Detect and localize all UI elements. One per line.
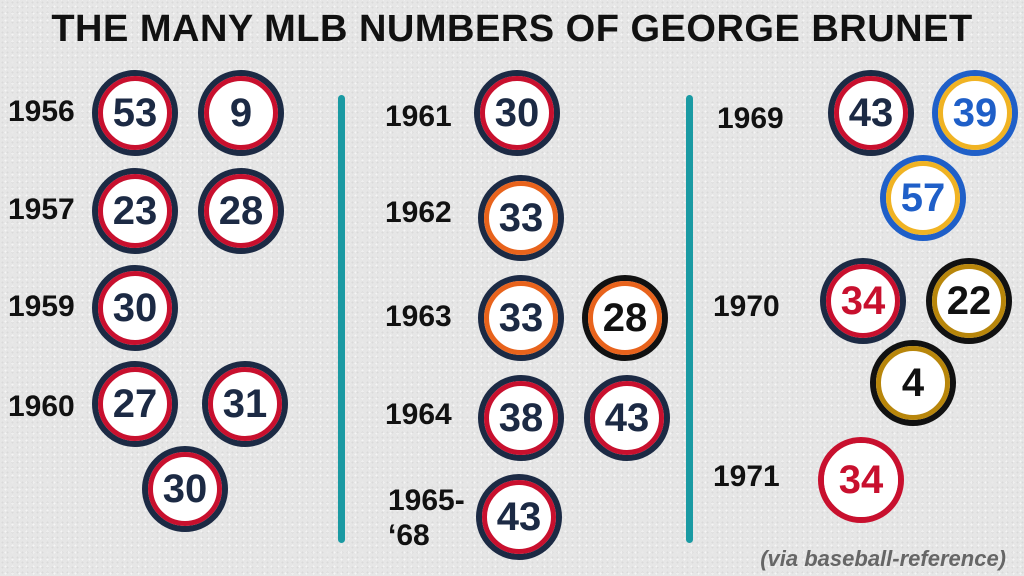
jersey-badge-1964-43: 43 [584, 375, 670, 461]
year-label-1969: 1969 [717, 102, 784, 135]
year-label-1960: 1960 [8, 390, 75, 423]
jersey-badge-1970-4: 4 [870, 340, 956, 426]
jersey-badge-1961-30: 30 [474, 70, 560, 156]
column-divider-left [338, 95, 345, 543]
column-divider-right [686, 95, 693, 543]
year-label-1962: 1962 [385, 196, 452, 229]
jersey-badge-1960-31: 31 [202, 361, 288, 447]
jersey-badge-1970-34: 34 [820, 258, 906, 344]
jersey-badge-1957-23: 23 [92, 168, 178, 254]
year-label-1956: 1956 [8, 95, 75, 128]
year-label-1957: 1957 [8, 193, 75, 226]
year-label-1971: 1971 [713, 460, 780, 493]
jersey-badge-1969-57: 57 [880, 155, 966, 241]
year-label-1959: 1959 [8, 290, 75, 323]
jersey-badge-1971-34: 34 [818, 437, 904, 523]
jersey-badge-1963-28: 28 [582, 275, 668, 361]
jersey-badge-1960-30: 30 [142, 446, 228, 532]
page-title: THE MANY MLB NUMBERS OF GEORGE BRUNET [51, 8, 973, 50]
jersey-badge-1965-68-43: 43 [476, 474, 562, 560]
year-label-1963: 1963 [385, 300, 452, 333]
jersey-badge-1957-28: 28 [198, 168, 284, 254]
year-label-1970: 1970 [713, 290, 780, 323]
jersey-badge-1956-53: 53 [92, 70, 178, 156]
year-label-1965-68-line1: 1965- [388, 484, 465, 517]
jersey-badge-1956-9: 9 [198, 70, 284, 156]
source-credit: (via baseball-reference) [760, 546, 1006, 571]
year-label-1965-68: 1965- ‘68 [388, 484, 465, 553]
jersey-badge-1963-33: 33 [478, 275, 564, 361]
jersey-badge-1962-33: 33 [478, 175, 564, 261]
year-label-1965-68-line2: ‘68 [388, 518, 430, 552]
jersey-badge-1960-27: 27 [92, 361, 178, 447]
jersey-badge-1969-43: 43 [828, 70, 914, 156]
jersey-badge-1964-38: 38 [478, 375, 564, 461]
jersey-badge-1959-30: 30 [92, 265, 178, 351]
jersey-badge-1970-22: 22 [926, 258, 1012, 344]
year-label-1961: 1961 [385, 100, 452, 133]
year-label-1964: 1964 [385, 398, 452, 431]
jersey-badge-1969-39: 39 [932, 70, 1018, 156]
